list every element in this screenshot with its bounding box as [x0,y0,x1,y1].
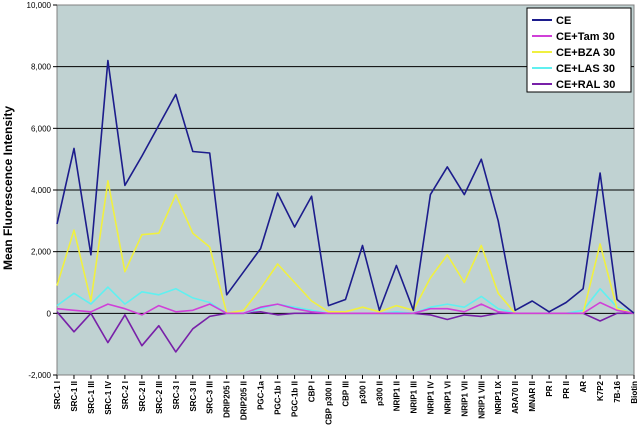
legend-label: CE+RAL 30 [556,79,615,91]
x-tick-label: DRIP205 II [240,381,249,420]
y-axis-label: Mean Fluorescence Intensity [1,106,15,270]
x-tick-label: PGC-1a [257,380,266,409]
x-tick-label: NRIP1 VII [460,381,469,417]
x-tick-label: SRC-2 I [121,381,130,409]
x-tick-label: NRIP1 II [392,381,401,411]
y-tick-label: 4,000 [31,186,52,195]
x-tick-label: DRIP205 I [223,381,232,418]
legend-label: CE+BZA 30 [556,47,615,59]
x-tick-label: SRC-1 II [70,381,79,412]
x-tick-label: SRC-3 I [172,381,181,409]
x-tick-label: SRC-1 I [53,381,62,409]
x-tick-label: PGC-1b I [274,381,283,415]
y-tick-label: -2,000 [28,371,51,380]
x-tick-label: SRC-1 III [87,381,96,414]
x-tick-label: SRC-3 III [206,381,215,414]
x-tick-label: K7P2 [596,380,605,401]
y-tick-label: 8,000 [31,63,52,72]
y-tick-label: 10,000 [27,1,52,10]
x-tick-label: PR I [545,381,554,397]
x-tick-label: Biotin [630,381,639,404]
x-tick-label: MNAR II [528,381,537,412]
series-line [56,301,635,316]
x-tick-label: CBP I [308,381,317,402]
x-tick-label: p300 I [358,381,367,404]
x-tick-label: PR II [562,381,571,399]
series-line [56,59,635,314]
x-axis-ticks: SRC-1 I SRC-1 II SRC-1 III SRC-1 IV SRC-2 I S… [53,375,639,425]
x-tick-label: ARA70 II [511,381,520,414]
legend-box [526,7,632,93]
x-tick-label: CBP III [342,381,351,407]
x-tick-label: AR [579,381,588,393]
legend: CE CE+Tam 30 CE+BZA 30 CE+LAS 30 CE+RAL 30 [526,7,632,93]
x-tick-label: NRIP1 VIII [477,381,486,419]
x-tick-label: SRC-2 II [138,381,147,412]
legend-label: CE+Tam 30 [556,31,615,43]
series-lines [56,59,635,353]
legend-label: CE [556,15,571,27]
x-tick-label: SRC-3 II [189,381,198,412]
x-tick-label: SRC-2 III [155,381,164,414]
x-tick-label: 7B-16 [613,380,622,402]
y-axis-ticks: -2,000 0 2,000 4,000 6,000 8,000 10,000 [27,1,57,380]
x-tick-label: SRC-1 IV [104,380,113,414]
x-tick-label: NRIP1 IV [426,380,435,414]
x-tick-label: CBP p300 II [325,381,334,425]
y-tick-label: 2,000 [31,248,52,257]
x-tick-label: p300 II [375,381,384,406]
x-tick-label: NRIP1 VI [443,381,452,414]
x-tick-label: NRIP1 IX [494,380,503,414]
y-tick-label: 6,000 [31,124,52,133]
x-tick-label: NRIP1 III [409,381,418,413]
x-tick-label: PGC-1b II [291,381,300,417]
y-tick-label: 0 [47,309,52,318]
legend-label: CE+LAS 30 [556,63,615,75]
